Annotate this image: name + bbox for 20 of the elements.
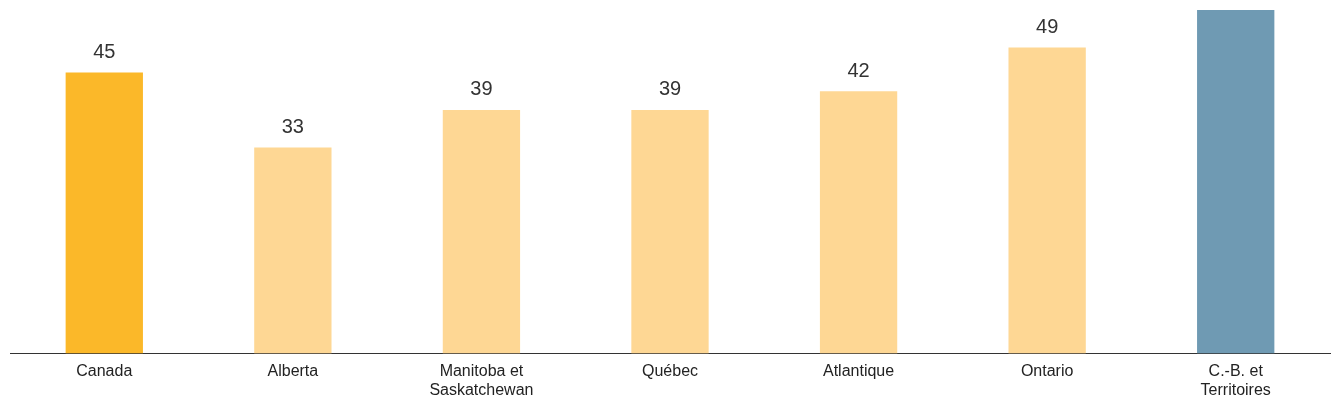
x-tick-label: Canada — [76, 361, 133, 379]
data-label: 39 — [658, 77, 682, 100]
bar — [631, 109, 709, 354]
data-label: 45 — [93, 39, 116, 62]
bar — [1197, 10, 1275, 354]
x-tick-label: Québec — [641, 361, 699, 379]
x-tick-label: Ontario — [1020, 361, 1074, 379]
x-tick-label: Manitoba et Saskatchewan — [429, 361, 534, 398]
bar — [442, 109, 521, 354]
bar — [819, 91, 898, 354]
bar — [65, 72, 143, 354]
data-label: 39 — [470, 77, 493, 100]
x-tick-label: Atlantique — [822, 361, 895, 379]
bar — [1008, 47, 1086, 354]
data-label: 49 — [1036, 15, 1059, 37]
data-label: 33 — [281, 114, 304, 137]
bar — [254, 147, 332, 354]
x-tick-label: Alberta — [267, 361, 319, 379]
x-tick-label: C.-B. et Territoires — [1200, 361, 1271, 398]
data-label: 42 — [847, 58, 870, 81]
